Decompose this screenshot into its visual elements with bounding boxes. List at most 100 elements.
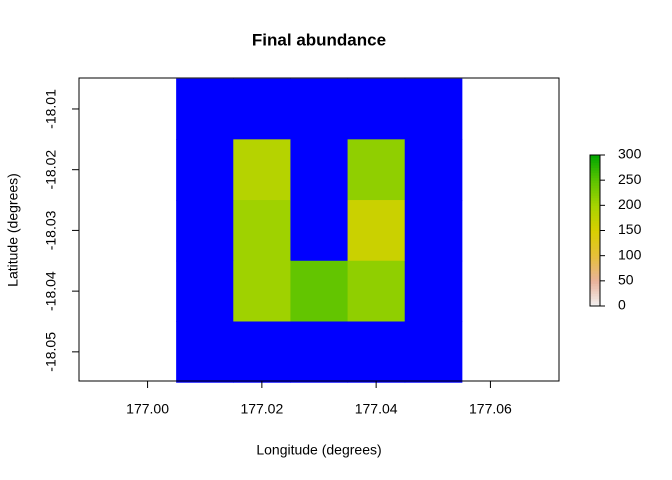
colorbar-step	[590, 303, 600, 307]
na-cell	[290, 78, 349, 140]
colorbar-step	[590, 225, 600, 229]
colorbar-step	[590, 170, 600, 174]
na-cell	[176, 200, 234, 262]
colorbar-step	[590, 248, 600, 252]
colorbar-tick-label: 100	[618, 246, 642, 262]
y-tick-label: -18.03	[43, 210, 59, 250]
na-cell	[290, 139, 349, 201]
colorbar-step	[590, 260, 600, 264]
colorbar-step	[590, 190, 600, 194]
colorbar-step	[590, 240, 600, 244]
y-axis-label: Latitude (degrees)	[5, 173, 21, 287]
colorbar-step	[590, 215, 600, 219]
colorbar-tick-label: 150	[618, 221, 642, 237]
chart-title: Final abundance	[252, 30, 386, 49]
colorbar-step	[590, 265, 600, 269]
colorbar-step	[590, 275, 600, 279]
na-cell	[347, 321, 406, 383]
colorbar-step	[590, 238, 600, 242]
colorbar-step	[590, 227, 600, 231]
colorbar-step	[590, 245, 600, 249]
x-axis-label: Longitude (degrees)	[256, 442, 381, 458]
colorbar-tick-label: 300	[618, 146, 642, 162]
colorbar-step	[590, 235, 600, 239]
cell	[347, 200, 406, 262]
na-cell	[290, 200, 349, 262]
na-cell	[176, 78, 234, 140]
colorbar-step	[590, 205, 600, 209]
colorbar-step	[590, 263, 600, 267]
na-cell	[347, 78, 406, 140]
cell	[233, 200, 291, 262]
colorbar-step	[590, 175, 600, 179]
colorbar: 0 50 100 150 200 250 300	[589, 146, 642, 313]
colorbar-step	[590, 220, 600, 224]
colorbar-tick-label: 0	[618, 297, 626, 313]
colorbar-step	[590, 278, 600, 282]
colorbar-step	[590, 298, 600, 302]
colorbar-step	[590, 285, 600, 289]
colorbar-step	[590, 258, 600, 262]
colorbar-step	[590, 295, 600, 299]
colorbar-step	[590, 288, 600, 292]
na-cell	[176, 321, 234, 383]
colorbar-step	[590, 210, 600, 214]
na-cell	[404, 321, 463, 383]
cell	[290, 260, 349, 322]
colorbar-step	[590, 217, 600, 221]
cell	[347, 260, 406, 322]
colorbar-step	[590, 177, 600, 181]
colorbar-step	[590, 280, 600, 284]
colorbar-step	[590, 197, 600, 201]
colorbar-step	[590, 185, 600, 189]
raster	[176, 78, 463, 383]
colorbar-step	[590, 253, 600, 257]
colorbar-step	[590, 233, 600, 237]
colorbar-step	[590, 182, 600, 186]
colorbar-step	[590, 200, 600, 204]
colorbar-step	[590, 187, 600, 191]
na-cell	[290, 321, 349, 383]
x-tick-label: 177.00	[126, 401, 169, 417]
colorbar-step	[590, 268, 600, 272]
y-tick-label: -18.04	[43, 271, 59, 311]
na-cell	[404, 139, 463, 201]
cell	[233, 139, 291, 201]
cell	[347, 139, 406, 201]
na-cell	[404, 200, 463, 262]
colorbar-step	[590, 270, 600, 274]
colorbar-step	[590, 212, 600, 216]
y-tick-label: -18.01	[43, 89, 59, 129]
y-tick-label: -18.02	[43, 150, 59, 190]
colorbar-tick-label: 200	[618, 196, 642, 212]
cell	[233, 260, 291, 322]
na-cell	[404, 78, 463, 140]
colorbar-step	[590, 162, 600, 166]
colorbar-step	[590, 300, 600, 304]
colorbar-step	[590, 180, 600, 184]
colorbar-step	[590, 165, 600, 169]
colorbar-step	[590, 202, 600, 206]
colorbar-step	[590, 192, 600, 196]
colorbar-step	[590, 290, 600, 294]
colorbar-step	[590, 155, 600, 159]
colorbar-step	[590, 255, 600, 259]
colorbar-step	[590, 230, 600, 234]
colorbar-step	[590, 283, 600, 287]
colorbar-step	[590, 157, 600, 161]
x-tick-label: 177.06	[469, 401, 512, 417]
colorbar-tick-label: 250	[618, 171, 642, 187]
colorbar-step	[590, 243, 600, 247]
y-tick-label: -18.05	[43, 332, 59, 372]
x-tick-label: 177.02	[240, 401, 283, 417]
colorbar-tick-label: 50	[618, 272, 634, 288]
plot-frame	[78, 77, 560, 382]
na-cell	[176, 139, 234, 201]
na-cell	[233, 321, 291, 383]
colorbar-step	[590, 250, 600, 254]
na-cell	[233, 78, 291, 140]
colorbar-step	[590, 222, 600, 226]
na-cell	[404, 260, 463, 322]
na-cell	[176, 260, 234, 322]
